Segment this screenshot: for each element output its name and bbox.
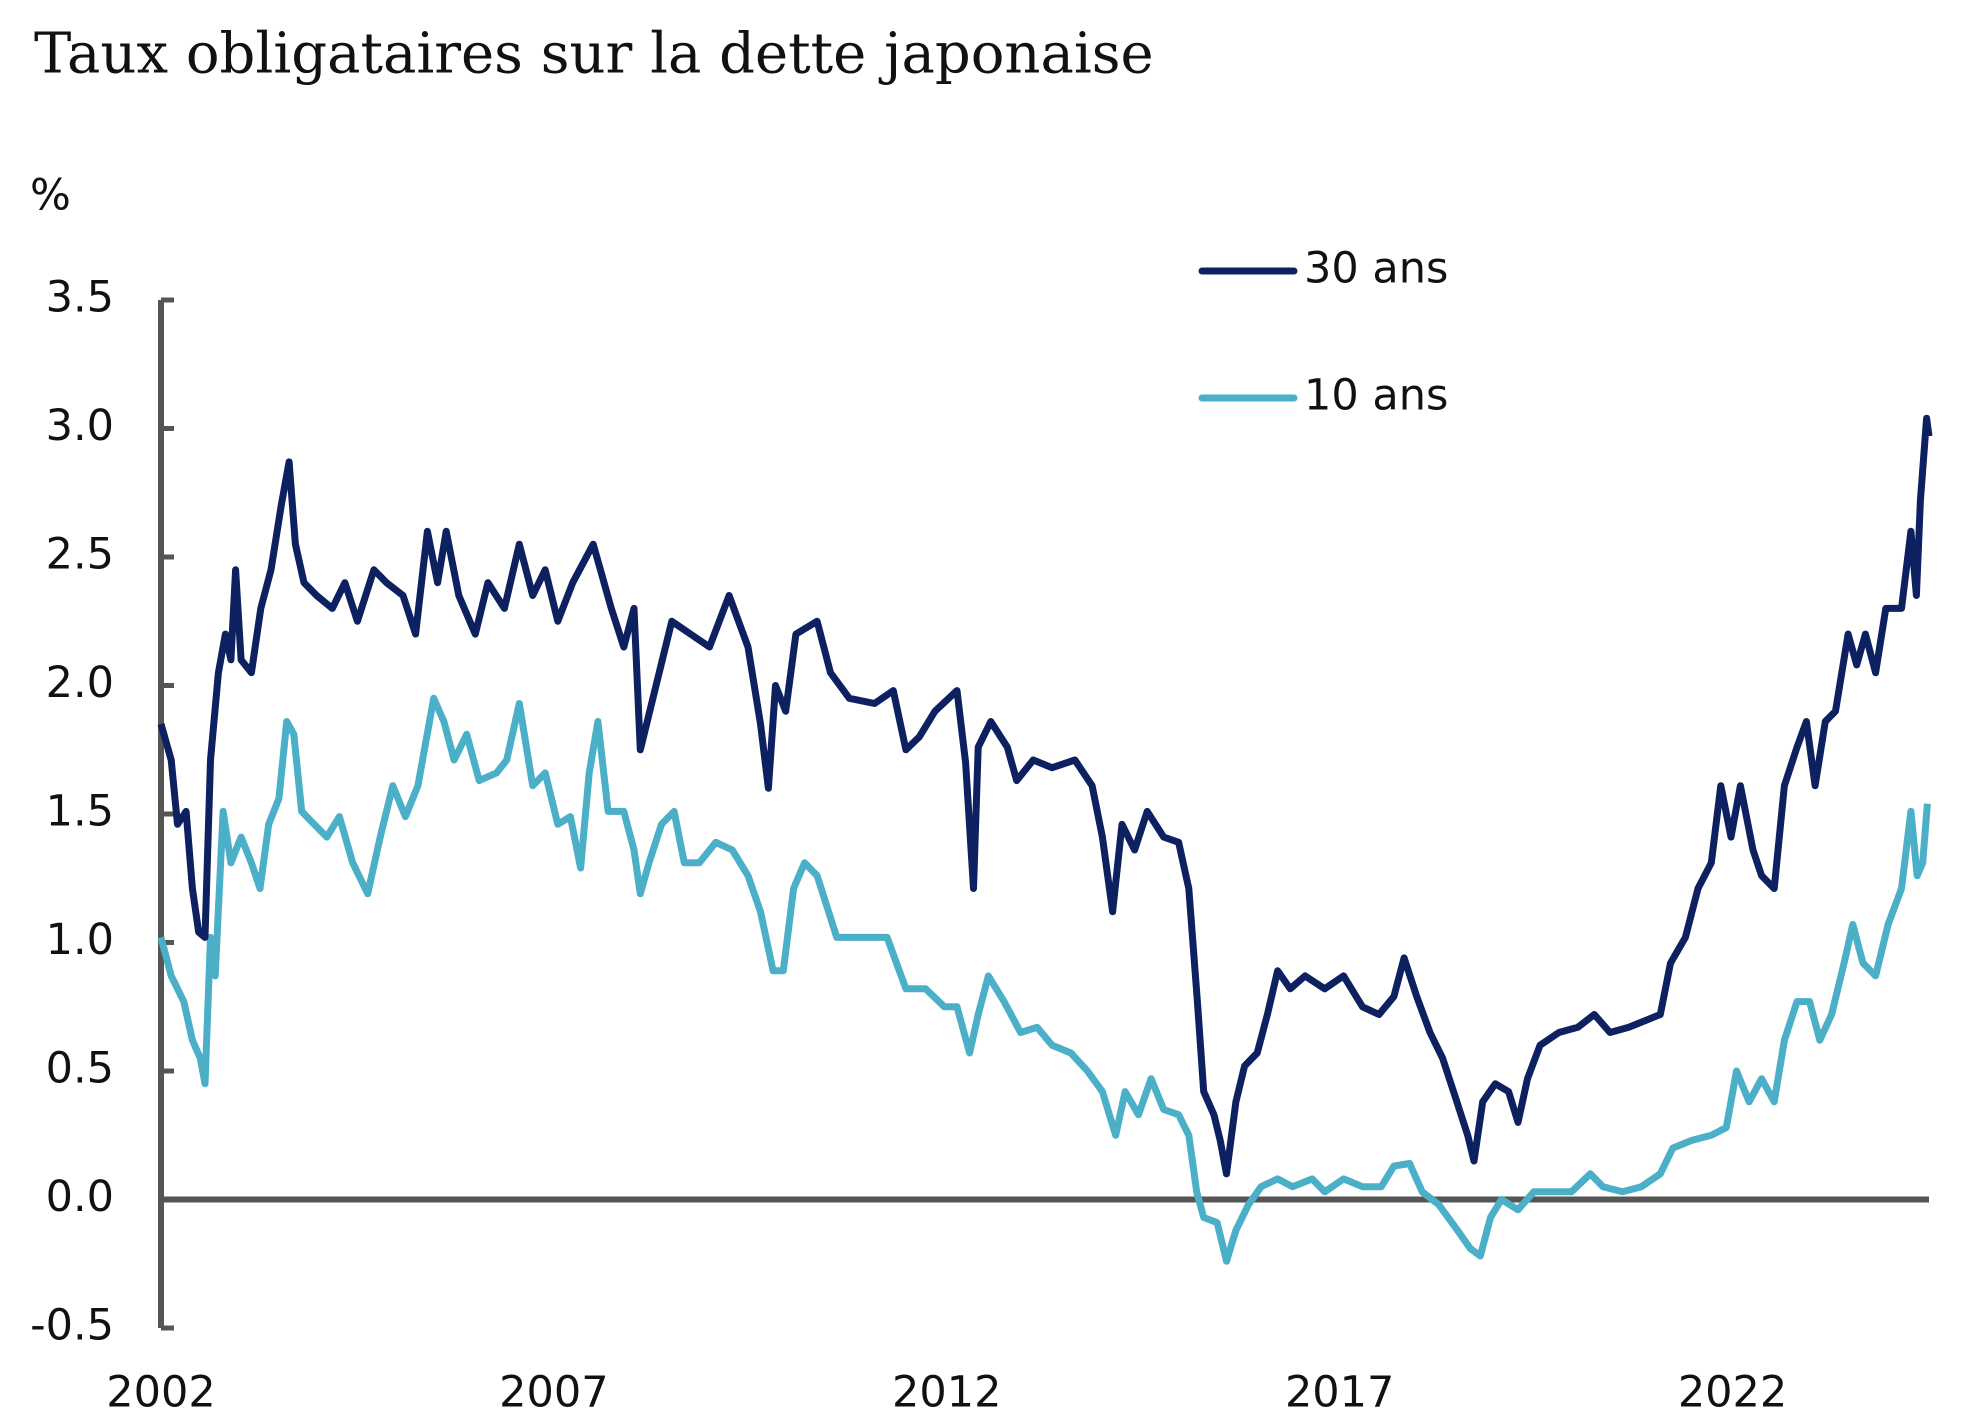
y-tick-label: 2.0 bbox=[46, 658, 114, 708]
legend-label: 30 ans bbox=[1304, 244, 1448, 294]
y-tick-label: 3.0 bbox=[46, 401, 114, 451]
x-tick-label: 2007 bbox=[499, 1368, 608, 1418]
x-tick-label: 2002 bbox=[106, 1368, 215, 1418]
y-tick-label: 0.0 bbox=[46, 1172, 114, 1222]
series-line bbox=[157, 414, 1933, 1178]
y-tick-label: 0.5 bbox=[46, 1044, 114, 1094]
series-line bbox=[157, 694, 1931, 1265]
legend-label: 10 ans bbox=[1304, 371, 1448, 421]
chart-title: Taux obligataires sur la dette japonaise bbox=[34, 22, 1154, 87]
y-tick-label: 1.5 bbox=[46, 787, 114, 837]
x-tick-label: 2022 bbox=[1678, 1368, 1787, 1418]
y-tick-label: 1.0 bbox=[46, 915, 114, 965]
y-tick-label: 2.5 bbox=[46, 530, 114, 580]
y-tick-label: 3.5 bbox=[46, 273, 114, 323]
y-axis-label: % bbox=[30, 171, 71, 221]
x-tick-label: 2017 bbox=[1285, 1368, 1394, 1418]
y-tick-label: -0.5 bbox=[30, 1301, 114, 1351]
x-tick-label: 2012 bbox=[892, 1368, 1001, 1418]
